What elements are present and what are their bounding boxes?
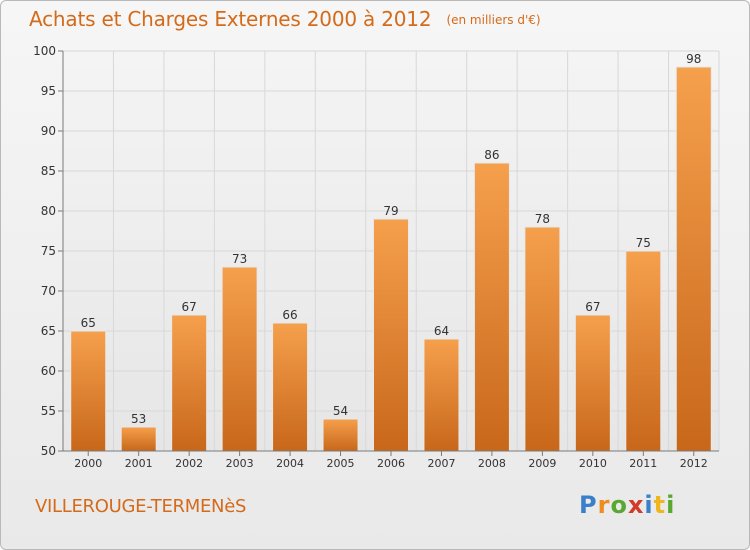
x-tick-label: 2009 xyxy=(528,457,556,470)
data-label: 78 xyxy=(535,212,550,226)
data-label: 67 xyxy=(585,300,600,314)
bar-2006 xyxy=(373,218,409,452)
y-tick-label: 80 xyxy=(41,204,56,218)
bar-2012 xyxy=(675,66,712,452)
y-tick-label: 60 xyxy=(41,364,56,378)
y-tick-label: 70 xyxy=(41,284,56,298)
x-tick-label: 2011 xyxy=(629,457,657,470)
chart-unit-label: (en milliers d'€) xyxy=(446,13,541,27)
data-label: 54 xyxy=(333,404,348,418)
commune-name: VILLEROUGE-TERMENèS xyxy=(35,496,247,517)
bar-2000 xyxy=(70,330,107,452)
proxiti-logo[interactable]: Proxiti xyxy=(579,491,675,519)
chart-title-row: Achats et Charges Externes 2000 à 2012 (… xyxy=(29,7,541,31)
data-label: 75 xyxy=(636,236,651,250)
bar-2002 xyxy=(171,314,208,452)
y-tick-label: 65 xyxy=(41,324,56,338)
bar-2003 xyxy=(221,266,258,452)
x-tick-label: 2008 xyxy=(478,457,506,470)
bar-2008 xyxy=(473,162,510,452)
data-label: 73 xyxy=(232,252,247,266)
axes: 50 55 60 65 70 75 80 85 90 95 100 2000 2001 2002 2003 2… xyxy=(33,44,719,470)
x-tick-label: 2003 xyxy=(226,457,254,470)
bars xyxy=(70,66,712,452)
bar-2007 xyxy=(423,338,460,452)
x-tick-label: 2002 xyxy=(175,457,203,470)
data-label: 86 xyxy=(484,148,499,162)
bar-2001 xyxy=(120,426,157,452)
logo-letter: i xyxy=(666,491,676,519)
x-tick-label: 2006 xyxy=(377,457,405,470)
bar-2010 xyxy=(574,314,611,452)
x-tick-label: 2007 xyxy=(427,457,455,470)
data-label: 66 xyxy=(282,308,297,322)
x-tick-label: 2001 xyxy=(125,457,153,470)
x-tick-label: 2010 xyxy=(579,457,607,470)
data-label: 64 xyxy=(434,324,449,338)
data-labels: 65 53 67 73 66 54 79 64 86 78 67 75 98 xyxy=(81,52,702,426)
y-tick-label: 75 xyxy=(41,244,56,258)
y-tick-label: 90 xyxy=(41,124,56,138)
x-tick-label: 2004 xyxy=(276,457,304,470)
logo-letter: o xyxy=(610,491,628,519)
y-tick-label: 95 xyxy=(41,84,56,98)
chart-title: Achats et Charges Externes 2000 à 2012 xyxy=(29,7,432,31)
bar-2011 xyxy=(625,250,662,452)
logo-letter: P xyxy=(579,491,598,519)
x-tick-label: 2000 xyxy=(74,457,102,470)
data-label: 53 xyxy=(131,412,146,426)
logo-letter: i xyxy=(644,491,654,519)
data-label: 67 xyxy=(182,300,197,314)
y-tick-label: 50 xyxy=(41,444,56,458)
logo-letter: r xyxy=(597,491,611,519)
x-tick-label: 2012 xyxy=(680,457,708,470)
bar-2005 xyxy=(322,418,359,452)
bar-2004 xyxy=(272,322,309,452)
y-tick-label: 55 xyxy=(41,404,56,418)
x-tick-label: 2005 xyxy=(327,457,355,470)
data-label: 79 xyxy=(383,204,398,218)
y-tick-label: 100 xyxy=(33,44,56,58)
data-label: 98 xyxy=(686,52,701,66)
y-tick-label: 85 xyxy=(41,164,56,178)
bar-2009 xyxy=(524,226,561,452)
logo-letter: t xyxy=(653,491,667,519)
logo-letter: x xyxy=(627,491,645,519)
data-label: 65 xyxy=(81,316,96,330)
